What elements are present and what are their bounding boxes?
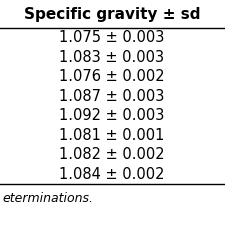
Text: 1.076 ± 0.002: 1.076 ± 0.002 [59, 69, 165, 84]
Text: 1.092 ± 0.003: 1.092 ± 0.003 [59, 108, 165, 123]
Text: 1.082 ± 0.002: 1.082 ± 0.002 [59, 147, 165, 162]
Text: 1.087 ± 0.003: 1.087 ± 0.003 [59, 89, 165, 104]
Text: 1.081 ± 0.001: 1.081 ± 0.001 [59, 128, 165, 143]
Text: 1.083 ± 0.003: 1.083 ± 0.003 [59, 50, 164, 65]
Text: 1.084 ± 0.002: 1.084 ± 0.002 [59, 167, 165, 182]
Text: Specific gravity ± sd: Specific gravity ± sd [24, 7, 200, 22]
Text: 1.075 ± 0.003: 1.075 ± 0.003 [59, 30, 165, 45]
Text: eterminations.: eterminations. [2, 191, 93, 205]
